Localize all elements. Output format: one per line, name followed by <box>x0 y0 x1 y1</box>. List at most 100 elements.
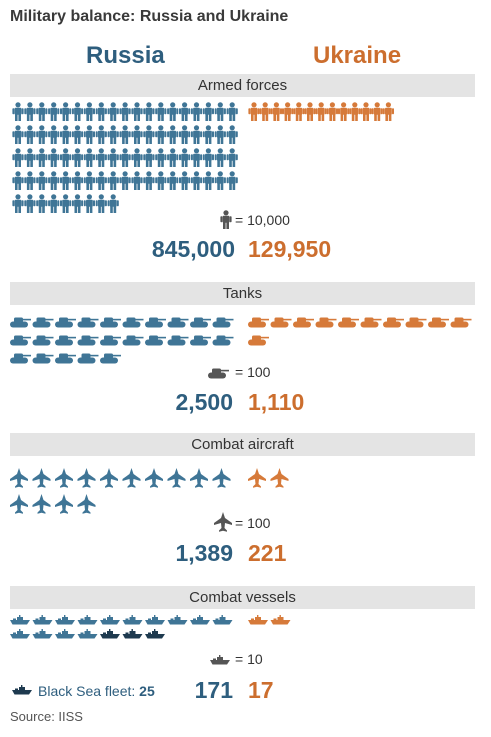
soldier-unit <box>36 148 48 167</box>
soldier-unit <box>155 148 167 167</box>
soldier-unit <box>95 194 107 213</box>
tank-unit <box>360 317 382 328</box>
tank-unit <box>405 317 427 328</box>
soldier-unit <box>226 125 238 144</box>
jet-unit <box>100 468 118 488</box>
legend-ship <box>210 655 230 665</box>
soldier-unit <box>119 125 131 144</box>
aircraft-ukraine-value: 221 <box>248 540 287 566</box>
jet-unit <box>55 468 73 488</box>
soldier-unit <box>202 148 214 167</box>
tank-unit <box>190 317 211 328</box>
soldier-unit <box>179 125 191 144</box>
soldier-unit <box>214 171 226 190</box>
soldier-unit <box>155 171 167 190</box>
ship-unit <box>122 629 143 639</box>
ship-unit <box>10 615 30 625</box>
soldier-unit <box>349 102 361 121</box>
soldier-unit <box>248 102 260 121</box>
soldier-unit <box>107 148 119 167</box>
aircraft-ukraine-icons <box>248 468 289 488</box>
ship-unit <box>32 615 53 625</box>
soldier-unit <box>155 125 167 144</box>
ship-unit <box>100 615 120 625</box>
source-note: Source: IISS <box>10 709 83 724</box>
tanks-legend: = 100 <box>235 364 271 380</box>
tank-unit <box>190 335 211 346</box>
jet-unit <box>10 468 28 488</box>
soldier-unit <box>282 102 294 121</box>
soldier-unit <box>36 171 48 190</box>
soldier-unit <box>143 148 155 167</box>
tanks-band: Tanks <box>10 282 475 305</box>
soldier-unit <box>24 171 36 190</box>
soldier-unit <box>95 148 107 167</box>
ship-unit <box>10 629 30 639</box>
soldier-unit <box>24 102 36 121</box>
ship-unit <box>212 615 233 625</box>
soldier-unit <box>71 171 84 190</box>
black-sea-fleet: Black Sea fleet: 25 <box>38 683 155 699</box>
jet-unit <box>32 494 51 514</box>
soldier-unit <box>36 102 48 121</box>
jet-unit <box>122 468 141 488</box>
soldier-unit <box>119 102 131 121</box>
soldier-unit <box>131 125 143 144</box>
soldier-unit <box>214 148 226 167</box>
tank-unit <box>122 335 144 346</box>
tank-unit <box>77 353 99 364</box>
tank-unit <box>270 317 292 328</box>
soldier-unit <box>36 194 48 213</box>
tank-unit <box>100 353 121 364</box>
soldier-unit <box>190 148 203 167</box>
soldier-unit <box>12 171 24 190</box>
soldier-unit <box>167 125 179 144</box>
tank-icon <box>208 368 229 379</box>
jet-unit <box>55 494 73 514</box>
ship-unit <box>145 629 165 639</box>
jet-unit <box>77 494 96 514</box>
soldier-unit <box>338 102 350 121</box>
tank-unit <box>315 317 337 328</box>
russia-header: Russia <box>86 42 165 69</box>
soldier-unit <box>226 148 238 167</box>
armed-forces-legend: = 10,000 <box>235 212 290 228</box>
soldier-unit <box>190 171 203 190</box>
soldier-unit <box>48 148 60 167</box>
ship-unit <box>248 615 268 625</box>
jet-unit <box>32 468 51 488</box>
soldier-unit <box>107 171 119 190</box>
jet-unit <box>270 468 289 488</box>
jet-unit <box>145 468 163 488</box>
tanks-russia-icons <box>10 317 234 364</box>
soldier-unit <box>83 125 95 144</box>
black-sea-fleet-label: Black Sea fleet: <box>38 683 136 699</box>
jet-unit <box>10 494 28 514</box>
aircraft-russia-value: 1,389 <box>175 540 233 566</box>
soldier-unit <box>95 125 107 144</box>
tank-unit <box>167 335 189 346</box>
armed-forces-russia-icons <box>12 102 238 213</box>
ship-unit <box>122 615 143 625</box>
soldier-unit <box>167 102 179 121</box>
soldier-unit <box>60 171 72 190</box>
tank-unit <box>32 317 54 328</box>
legend-soldier <box>220 210 232 229</box>
soldier-unit <box>131 102 143 121</box>
soldier-unit <box>95 171 107 190</box>
tank-unit <box>450 317 472 328</box>
soldier-unit <box>131 171 143 190</box>
legend-black-sea-ship <box>12 685 32 695</box>
soldier-unit <box>155 102 167 121</box>
chart-title: Military balance: Russia and Ukraine <box>10 8 289 25</box>
soldier-unit <box>226 171 238 190</box>
ship-unit <box>32 629 53 639</box>
black-sea-fleet-value: 25 <box>139 683 155 699</box>
soldier-unit <box>202 125 214 144</box>
soldier-unit <box>214 102 226 121</box>
tank-unit <box>145 317 166 328</box>
soldier-unit <box>24 148 36 167</box>
soldier-unit <box>71 194 84 213</box>
soldier-unit <box>179 148 191 167</box>
soldier-unit <box>293 102 305 121</box>
